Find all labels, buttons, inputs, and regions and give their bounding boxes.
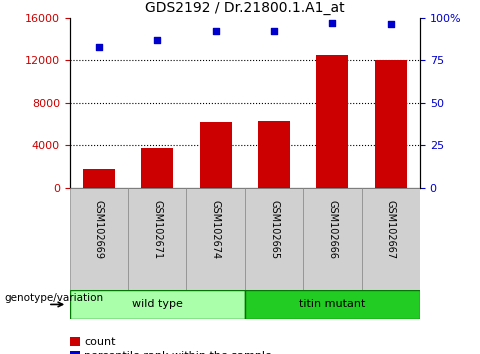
Bar bbox=[245, 188, 303, 290]
Bar bbox=[316, 55, 348, 188]
Bar bbox=[70, 290, 245, 319]
Bar bbox=[303, 188, 361, 290]
Bar bbox=[70, 351, 80, 354]
Point bbox=[387, 22, 395, 27]
Bar bbox=[128, 188, 186, 290]
Bar bbox=[141, 148, 173, 188]
Bar bbox=[70, 337, 80, 346]
Bar bbox=[186, 188, 245, 290]
Text: GSM102665: GSM102665 bbox=[269, 200, 279, 259]
Point bbox=[270, 28, 278, 34]
Text: GSM102671: GSM102671 bbox=[152, 200, 162, 259]
Bar bbox=[83, 169, 115, 188]
Point bbox=[153, 37, 161, 42]
Bar bbox=[375, 60, 407, 188]
Bar bbox=[361, 188, 420, 290]
Point bbox=[95, 44, 103, 50]
Text: GSM102669: GSM102669 bbox=[94, 200, 104, 259]
Text: genotype/variation: genotype/variation bbox=[5, 293, 104, 303]
Point bbox=[328, 20, 336, 25]
Text: GSM102674: GSM102674 bbox=[211, 200, 221, 259]
Text: wild type: wild type bbox=[132, 299, 182, 309]
Bar bbox=[200, 122, 232, 188]
Title: GDS2192 / Dr.21800.1.A1_at: GDS2192 / Dr.21800.1.A1_at bbox=[145, 1, 345, 15]
Text: count: count bbox=[84, 337, 116, 347]
Bar bbox=[70, 188, 128, 290]
Point bbox=[212, 28, 219, 34]
Text: GSM102666: GSM102666 bbox=[327, 200, 337, 259]
Bar bbox=[245, 290, 420, 319]
Text: titin mutant: titin mutant bbox=[299, 299, 366, 309]
Text: GSM102667: GSM102667 bbox=[386, 200, 396, 259]
Bar bbox=[258, 121, 290, 188]
Text: percentile rank within the sample: percentile rank within the sample bbox=[84, 351, 272, 354]
